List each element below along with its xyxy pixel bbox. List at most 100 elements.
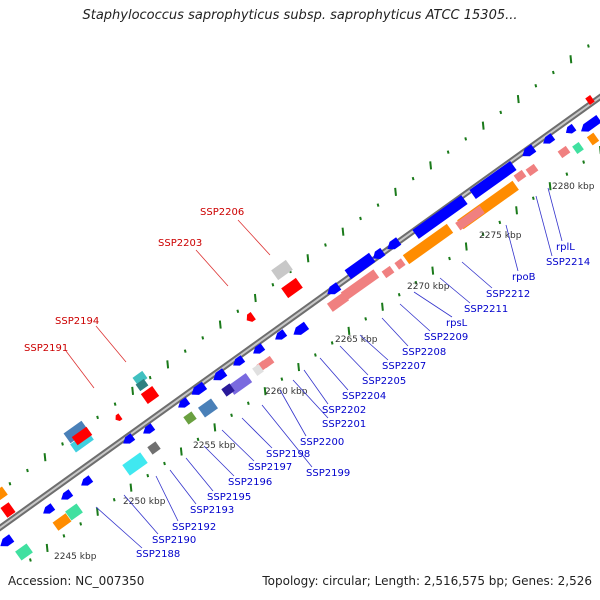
- gc-tick: [131, 386, 135, 395]
- gc-tick: [464, 242, 468, 251]
- gc-tick: [481, 121, 485, 130]
- gene-feature: [198, 398, 218, 418]
- gc-tick: [213, 423, 217, 432]
- gc-tick: [548, 182, 552, 191]
- gene-feature: [123, 433, 136, 444]
- gc-tick: [534, 84, 538, 88]
- gc-tick: [394, 187, 397, 197]
- gene-label-reverse: SSP2190: [152, 535, 196, 546]
- gene-feature: [65, 503, 83, 521]
- gene-label-forward: SSP2194: [55, 316, 99, 327]
- gene-feature: [61, 489, 74, 500]
- gene-label-reverse: rpsL: [446, 318, 468, 329]
- gene-label-reverse: SSP2197: [248, 462, 292, 473]
- gc-tick: [246, 401, 250, 405]
- gene-label-reverse: SSP2199: [306, 468, 350, 479]
- gene-features: [0, 95, 600, 561]
- leader-line: [413, 291, 453, 318]
- gc-tick: [112, 497, 116, 502]
- gene-label-reverse: rpoB: [512, 272, 536, 283]
- leader-line: [261, 404, 313, 468]
- gene-feature: [387, 237, 402, 250]
- leader-line: [505, 224, 519, 272]
- leader-line: [195, 249, 229, 287]
- tick-label: 2255 kbp: [193, 441, 236, 451]
- gene-label-reverse: SSP2205: [362, 376, 406, 387]
- gc-tick: [8, 481, 12, 486]
- gene-label-reverse: SSP2201: [322, 419, 366, 430]
- gene-feature: [178, 397, 191, 408]
- gene-label-reverse: SSP2188: [136, 549, 180, 560]
- gene-feature: [0, 534, 15, 547]
- gc-tick: [146, 473, 150, 478]
- gene-label-reverse: rplL: [556, 242, 575, 253]
- tick-label: 2250 kbp: [123, 497, 166, 507]
- gene-feature: [572, 142, 584, 154]
- tick-label: 2265 kbp: [335, 335, 378, 345]
- gene-feature: [81, 475, 94, 486]
- gene-feature: [43, 503, 56, 514]
- leader-line: [241, 417, 273, 449]
- gene-feature: [115, 413, 123, 422]
- gene-label-forward: SSP2191: [24, 343, 68, 354]
- gene-feature: [543, 133, 556, 144]
- gc-tick: [359, 216, 362, 221]
- genome-summary-text: Topology: circular; Length: 2,516,575 bp…: [262, 574, 592, 588]
- gc-tick: [414, 280, 418, 285]
- gc-tick: [448, 256, 451, 261]
- gene-feature: [340, 269, 380, 301]
- gc-tick: [26, 468, 29, 473]
- gene-label-reverse: SSP2200: [300, 437, 344, 448]
- gene-feature: [221, 383, 235, 397]
- gc-tick: [29, 558, 32, 562]
- leader-line: [319, 357, 349, 391]
- gene-feature: [326, 292, 350, 312]
- gc-tick: [446, 150, 450, 154]
- gene-feature: [135, 378, 149, 392]
- gc-tick: [324, 243, 327, 247]
- gc-tick: [330, 341, 334, 345]
- gc-tick: [499, 110, 503, 115]
- tick-label: 2280 kbp: [552, 182, 595, 192]
- gc-tick: [516, 94, 520, 104]
- gene-feature: [394, 258, 406, 270]
- gc-tick: [263, 387, 267, 396]
- gene-label-forward: SSP2203: [158, 238, 202, 249]
- tick-label: 2270 kbp: [407, 282, 450, 292]
- gc-tick: [61, 442, 64, 446]
- leader-line: [155, 475, 179, 522]
- gene-feature: [412, 195, 468, 239]
- leader-line: [203, 445, 235, 477]
- gene-feature: [513, 169, 527, 183]
- gene-feature: [253, 343, 266, 354]
- gc-tick: [297, 362, 301, 372]
- gc-tick: [179, 447, 183, 456]
- gene-feature: [402, 223, 454, 265]
- gene-feature: [522, 144, 537, 157]
- gene-label-reverse: SSP2204: [342, 391, 386, 402]
- gene-label-reverse: SSP2212: [486, 289, 530, 300]
- gene-label-reverse: SSP2208: [402, 347, 446, 358]
- gene-label-reverse: SSP2195: [207, 492, 251, 503]
- leader-line: [185, 457, 214, 492]
- gc-tick: [62, 534, 66, 538]
- gc-tick: [79, 522, 83, 526]
- gc-tick: [376, 203, 380, 207]
- gene-feature: [147, 441, 161, 455]
- gc-tick: [551, 70, 555, 75]
- gc-tick: [253, 293, 257, 303]
- gene-feature: [227, 373, 253, 395]
- gene-feature: [15, 543, 33, 561]
- gene-feature: [252, 364, 264, 376]
- leader-line: [292, 379, 329, 419]
- gc-tick: [230, 413, 233, 418]
- gc-tick: [411, 176, 415, 181]
- leader-line: [95, 325, 127, 363]
- gene-feature: [191, 381, 208, 395]
- gene-label-reverse: SSP2196: [228, 477, 272, 488]
- gene-feature: [327, 282, 342, 295]
- gc-tick: [341, 227, 345, 236]
- gc-tick: [183, 349, 187, 353]
- leader-line: [535, 195, 553, 257]
- gene-feature: [455, 205, 485, 231]
